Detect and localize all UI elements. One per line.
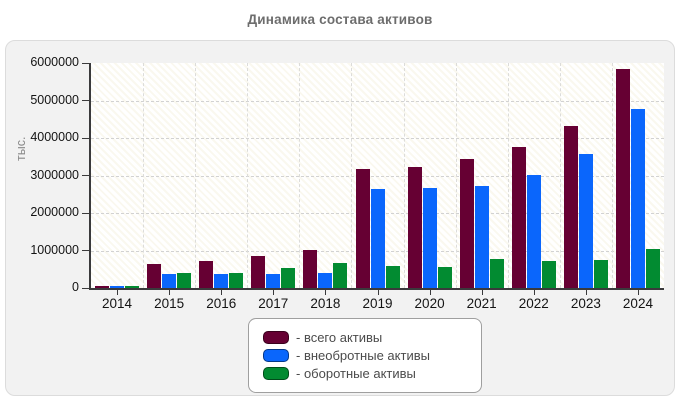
- bar-оборотные-активы: [489, 259, 504, 288]
- x-tick-label: 2023: [570, 296, 601, 311]
- y-tick: [82, 137, 89, 139]
- x-tick: [325, 289, 327, 295]
- y-tick-label: 0: [72, 280, 79, 294]
- bar-оборотные-активы: [281, 268, 296, 288]
- bar-внеобротные-активы: [162, 274, 177, 288]
- y-tick-label: 5000000: [30, 92, 79, 107]
- x-tick-label: 2024: [622, 296, 653, 311]
- legend-label: - всего активы: [296, 330, 383, 345]
- y-tick-label: 3000000: [30, 167, 79, 182]
- x-tick: [117, 289, 119, 295]
- bar-всего-активы: [251, 256, 266, 288]
- bar-оборотные-активы: [541, 261, 556, 288]
- x-gridline: [403, 63, 405, 288]
- bar-внеобротные-активы: [266, 274, 281, 288]
- bar-внеобротные-активы: [474, 186, 489, 288]
- x-gridline: [455, 63, 457, 288]
- bar-внеобротные-активы: [422, 188, 437, 288]
- x-tick: [169, 289, 171, 295]
- x-tick: [429, 289, 431, 295]
- bar-оборотные-активы: [177, 273, 192, 288]
- y-tick-label: 4000000: [30, 130, 79, 144]
- y-tick: [82, 62, 89, 64]
- x-gridline: [507, 63, 509, 288]
- x-tick-label: 2017: [258, 296, 289, 311]
- bar-внеобротные-активы: [214, 274, 229, 288]
- x-tick: [585, 289, 587, 295]
- bar-всего-активы: [355, 169, 370, 288]
- x-gridline: [611, 63, 613, 288]
- x-tick: [273, 289, 275, 295]
- bar-оборотные-активы: [229, 273, 244, 288]
- y-tick-label: 1000000: [30, 242, 79, 257]
- plot-area: 0 1000000 2000000 3000000 4000000 5000000 6000…: [30, 55, 664, 311]
- y-tick: [82, 250, 89, 251]
- bar-внеобротные-активы: [318, 273, 333, 288]
- bar-оборотные-активы: [385, 266, 400, 288]
- bar-внеобротные-активы: [578, 154, 593, 288]
- legend-item: - внеобротные активы: [263, 348, 469, 363]
- x-gridline: [195, 63, 197, 288]
- y-tick-label: 6000000: [30, 55, 79, 69]
- x-tick-label: 2021: [466, 296, 497, 311]
- y-tick: [82, 100, 89, 101]
- bar-оборотные-активы: [645, 249, 660, 288]
- bar-всего-активы: [511, 147, 526, 288]
- x-tick: [533, 289, 535, 295]
- x-gridline: [143, 63, 145, 288]
- x-tick: [221, 289, 223, 295]
- legend-label: - внеобротные активы: [296, 348, 430, 363]
- x-tick-label: 2020: [414, 296, 445, 311]
- x-gridline: [247, 63, 249, 288]
- bar-оборотные-активы: [437, 267, 452, 288]
- bar-всего-активы: [407, 167, 422, 288]
- x-gridline: [559, 63, 561, 288]
- bar-всего-активы: [615, 69, 630, 288]
- chart-title: Динамика состава активов: [247, 12, 433, 27]
- x-tick-label: 2015: [154, 296, 185, 311]
- bar-внеобротные-активы: [110, 286, 125, 288]
- bar-оборотные-активы: [333, 263, 348, 288]
- bar-внеобротные-активы: [630, 109, 645, 288]
- legend-swatch-всего-активы: [263, 331, 289, 344]
- legend-item: - всего активы: [263, 330, 469, 345]
- x-tick-label: 2016: [206, 296, 237, 311]
- bar-оборотные-активы: [593, 260, 608, 288]
- y-gridline: [91, 138, 664, 139]
- bar-всего-активы: [95, 286, 110, 288]
- y-tick: [82, 287, 89, 289]
- x-tick-label: 2022: [518, 296, 549, 311]
- x-tick: [377, 289, 379, 295]
- y-gridline: [91, 175, 664, 177]
- x-tick-label: 2019: [362, 296, 393, 311]
- x-tick: [637, 289, 639, 295]
- x-tick-label: 2014: [102, 296, 133, 311]
- legend-swatch-внеобротные-активы: [263, 349, 289, 362]
- bar-внеобротные-активы: [370, 189, 385, 288]
- bar-всего-активы: [563, 126, 578, 288]
- x-gridline: [299, 63, 301, 288]
- chart-card: тыс. 0 1000000 2000000 3000000 4000000 500000…: [5, 40, 675, 396]
- legend-item: - оборотные активы: [263, 366, 469, 381]
- legend-label: - оборотные активы: [296, 366, 416, 381]
- y-tick: [82, 212, 89, 214]
- x-tick: [481, 289, 483, 295]
- y-tick: [82, 175, 89, 176]
- bar-всего-активы: [459, 159, 474, 288]
- bar-всего-активы: [199, 261, 214, 288]
- y-tick-label: 2000000: [30, 205, 79, 219]
- legend-swatch-оборотные-активы: [263, 367, 289, 380]
- x-tick-label: 2018: [310, 296, 341, 311]
- y-gridline: [91, 100, 664, 102]
- bar-всего-активы: [303, 250, 318, 288]
- bar-всего-активы: [147, 264, 162, 288]
- legend: - всего активы - внеобротные активы - обор…: [248, 318, 482, 393]
- x-gridline: [351, 63, 353, 288]
- bar-внеобротные-активы: [526, 175, 541, 288]
- bar-оборотные-активы: [125, 286, 140, 288]
